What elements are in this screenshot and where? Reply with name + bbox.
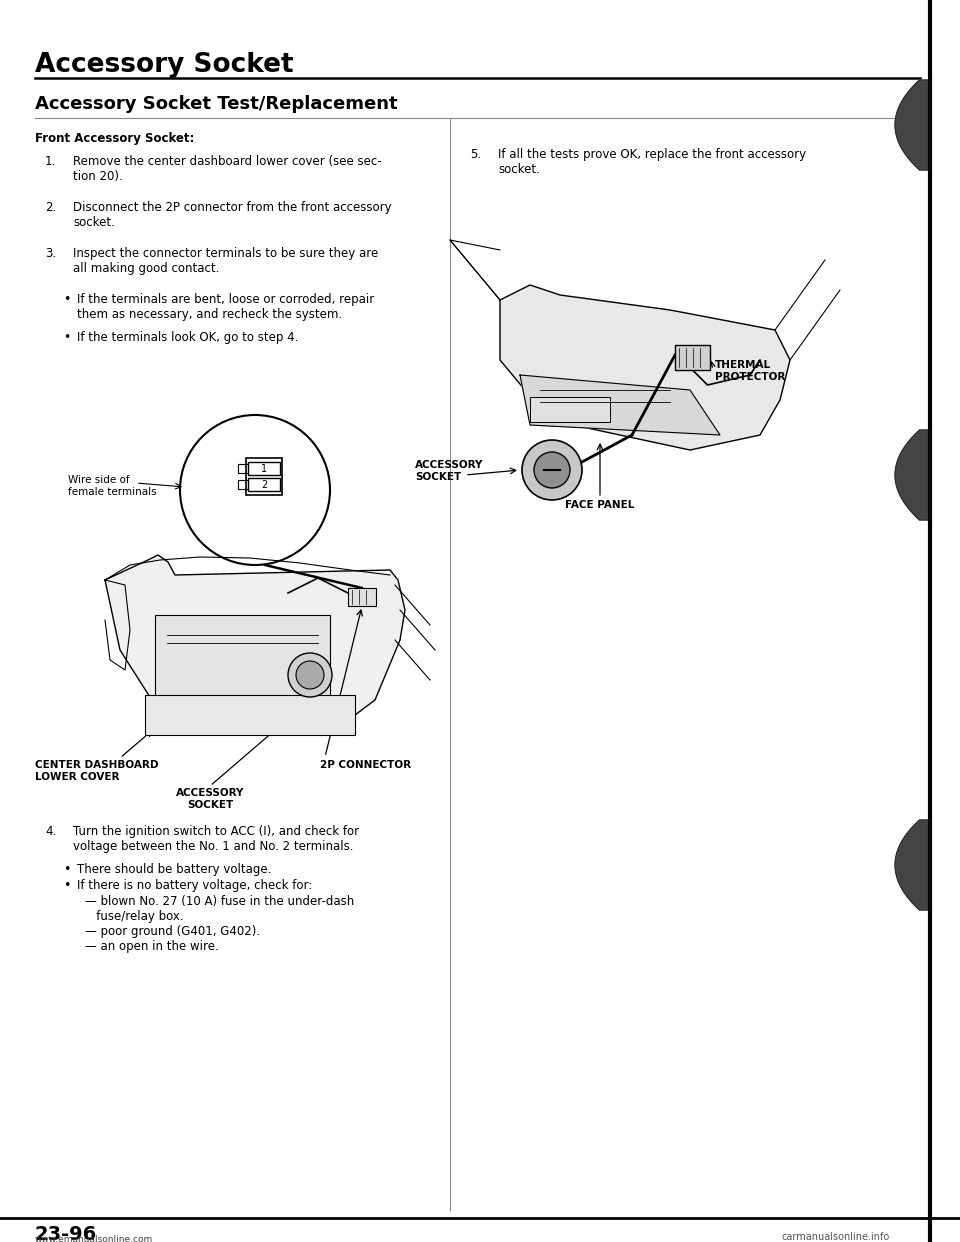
Bar: [246, 458, 282, 496]
Text: Turn the ignition switch to ACC (I), and check for
voltage between the No. 1 and: Turn the ignition switch to ACC (I), and…: [73, 825, 359, 853]
Text: There should be battery voltage.: There should be battery voltage.: [77, 863, 272, 876]
Text: 1: 1: [261, 463, 267, 473]
Text: If the terminals look OK, go to step 4.: If the terminals look OK, go to step 4.: [77, 332, 299, 344]
Text: Inspect the connector terminals to be sure they are
all making good contact.: Inspect the connector terminals to be su…: [73, 247, 378, 274]
Text: •: •: [63, 879, 70, 892]
Text: Accessory Socket: Accessory Socket: [35, 52, 294, 78]
Circle shape: [180, 415, 330, 565]
Text: ACCESSORY
SOCKET: ACCESSORY SOCKET: [176, 787, 244, 810]
Circle shape: [288, 653, 332, 697]
Polygon shape: [105, 555, 405, 730]
Text: 2P CONNECTOR: 2P CONNECTOR: [320, 760, 411, 770]
Bar: [348, 587, 376, 606]
Text: Accessory Socket Test/Replacement: Accessory Socket Test/Replacement: [35, 94, 397, 113]
Text: •: •: [63, 293, 70, 306]
Bar: [248, 462, 280, 474]
Text: Wire side of
female terminals: Wire side of female terminals: [68, 474, 156, 497]
Text: 3.: 3.: [45, 247, 56, 260]
Text: fuse/relay box.: fuse/relay box.: [85, 910, 183, 923]
Polygon shape: [520, 375, 720, 435]
Text: 1.: 1.: [45, 155, 57, 168]
Bar: [145, 696, 355, 735]
Text: •: •: [63, 863, 70, 876]
Text: Disconnect the 2P connector from the front accessory
socket.: Disconnect the 2P connector from the fro…: [73, 201, 392, 229]
Text: carmanualsonline.info: carmanualsonline.info: [781, 1232, 890, 1242]
Text: 23-96: 23-96: [35, 1225, 97, 1242]
Circle shape: [296, 661, 324, 689]
Text: — an open in the wire.: — an open in the wire.: [85, 940, 219, 953]
Polygon shape: [895, 430, 930, 520]
Text: 4.: 4.: [45, 825, 57, 838]
Text: — blown No. 27 (10 A) fuse in the under-dash: — blown No. 27 (10 A) fuse in the under-…: [85, 895, 354, 908]
Polygon shape: [895, 820, 930, 910]
Text: CENTER DASHBOARD
LOWER COVER: CENTER DASHBOARD LOWER COVER: [35, 760, 158, 781]
Bar: [675, 345, 710, 370]
Circle shape: [534, 452, 570, 488]
Text: 2.: 2.: [45, 201, 57, 214]
Text: If there is no battery voltage, check for:: If there is no battery voltage, check fo…: [77, 879, 312, 892]
Polygon shape: [500, 284, 790, 450]
Text: 5.: 5.: [470, 148, 481, 161]
Circle shape: [522, 440, 582, 501]
Text: If all the tests prove OK, replace the front accessory
socket.: If all the tests prove OK, replace the f…: [498, 148, 806, 176]
Text: — poor ground (G401, G402).: — poor ground (G401, G402).: [85, 925, 260, 938]
Text: •: •: [63, 332, 70, 344]
Polygon shape: [895, 79, 930, 170]
Bar: [155, 615, 330, 710]
Text: Remove the center dashboard lower cover (see sec-
tion 20).: Remove the center dashboard lower cover …: [73, 155, 382, 183]
Text: If the terminals are bent, loose or corroded, repair
them as necessary, and rech: If the terminals are bent, loose or corr…: [77, 293, 374, 320]
Text: 2: 2: [261, 479, 267, 489]
Text: Front Accessory Socket:: Front Accessory Socket:: [35, 132, 194, 145]
Bar: [248, 478, 280, 491]
Text: www.emanualsonline.com: www.emanualsonline.com: [35, 1235, 154, 1242]
Bar: [530, 397, 610, 422]
Text: THERMAL
PROTECTOR: THERMAL PROTECTOR: [715, 360, 785, 381]
Text: ACCESSORY
SOCKET: ACCESSORY SOCKET: [415, 460, 484, 482]
Text: FACE PANEL: FACE PANEL: [565, 501, 635, 510]
